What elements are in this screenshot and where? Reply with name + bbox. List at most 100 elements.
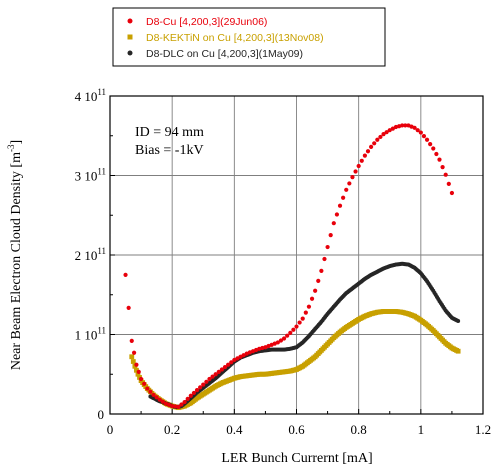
data-point (328, 233, 333, 238)
data-point (134, 362, 139, 367)
data-point (129, 338, 134, 343)
legend-marker-d8-cu (127, 18, 133, 24)
legend-marker-d8-kektin (127, 34, 133, 40)
y-tick-label: 1 1011 (75, 326, 106, 343)
data-point (194, 388, 200, 393)
data-point (341, 195, 346, 200)
data-point (191, 390, 197, 396)
data-point (188, 393, 193, 398)
data-point (204, 379, 209, 384)
data-series (123, 123, 461, 411)
data-point (216, 369, 221, 374)
tick-labels: 0 0.2 0.4 0.6 0.8 1 1.2 0 1 1011 2 1011 3 1011 4 10… (75, 87, 491, 437)
data-point (229, 360, 234, 365)
y-tick-label: 3 1011 (75, 167, 106, 184)
data-point (137, 375, 142, 380)
data-point (344, 187, 349, 192)
data-point (138, 376, 144, 382)
data-point (235, 356, 240, 361)
data-point (309, 296, 315, 301)
data-point (455, 348, 461, 354)
data-point (126, 305, 131, 310)
data-point (415, 128, 420, 133)
data-point (431, 146, 436, 151)
x-tick-label: 1.2 (475, 422, 491, 437)
data-point (129, 354, 135, 360)
data-point (232, 357, 237, 363)
data-point (145, 386, 150, 391)
y-tick-label: 0 (98, 407, 105, 422)
x-tick-label: 0.2 (164, 422, 180, 437)
data-point (281, 336, 287, 341)
data-point (418, 130, 423, 135)
legend-marker-d8-dlc (127, 50, 133, 56)
data-point (362, 153, 367, 158)
data-point (390, 126, 395, 131)
legend-label-d8-dlc: D8-DLC on Cu [4,200,3](1May09) (146, 48, 303, 60)
y-axis-title-close: ] (9, 140, 24, 145)
data-point (123, 272, 128, 277)
x-tick-label: 0.6 (288, 422, 305, 437)
y-axis-title: Near Beam Electron Cloud Density [m-3] (6, 140, 24, 370)
data-point (291, 327, 296, 332)
data-point (325, 244, 330, 250)
data-point (201, 382, 206, 387)
data-point (131, 350, 137, 355)
data-point (238, 354, 243, 359)
data-point (331, 221, 336, 226)
data-point (334, 212, 340, 217)
data-point (219, 367, 224, 372)
data-point (173, 404, 178, 409)
data-point (350, 174, 355, 180)
data-point (288, 330, 293, 336)
data-point (322, 256, 327, 262)
data-point (210, 374, 215, 379)
data-point (226, 362, 231, 367)
data-point (400, 123, 405, 128)
annotation-bias: Bias = -1kV (135, 143, 204, 158)
x-tick-label: 1 (418, 422, 425, 437)
data-point (347, 181, 352, 186)
data-point (424, 137, 430, 142)
series-2 (148, 261, 461, 409)
data-point (434, 151, 439, 157)
data-point (412, 125, 417, 130)
y-axis-title-main: Near Beam Electron Cloud Density [m (9, 152, 24, 370)
y-axis-title-exp: -3 (6, 144, 16, 152)
data-point (313, 288, 318, 293)
data-point (449, 190, 455, 196)
data-point (132, 363, 138, 369)
data-point (154, 395, 159, 400)
data-point (157, 397, 162, 402)
data-point (151, 392, 156, 398)
data-point (381, 132, 386, 137)
data-point (300, 316, 305, 321)
data-point (130, 359, 136, 364)
data-point (135, 371, 141, 377)
data-point (443, 172, 448, 177)
data-point (297, 320, 302, 325)
data-point (278, 338, 284, 343)
axis-ticks (109, 95, 484, 415)
data-point (365, 149, 371, 154)
data-point (303, 310, 308, 315)
y-tick-label: 2 1011 (75, 246, 106, 263)
legend: D8-Cu [4,200,3](29Jun06) D8-KEKTiN on Cu… (112, 7, 386, 67)
data-point (372, 141, 377, 146)
data-point (378, 134, 383, 140)
data-point (136, 369, 141, 374)
legend-box (112, 7, 386, 67)
data-point (148, 389, 153, 394)
data-point (437, 157, 442, 162)
data-point (375, 137, 380, 142)
x-axis-title: LER Bunch Currernt [mA] (221, 451, 372, 466)
series-0 (123, 123, 455, 409)
data-point (306, 304, 312, 309)
data-point (356, 163, 361, 169)
data-point (185, 396, 190, 401)
data-point (198, 385, 203, 390)
data-point (176, 404, 181, 409)
series-1 (129, 309, 461, 411)
data-point (319, 268, 324, 273)
